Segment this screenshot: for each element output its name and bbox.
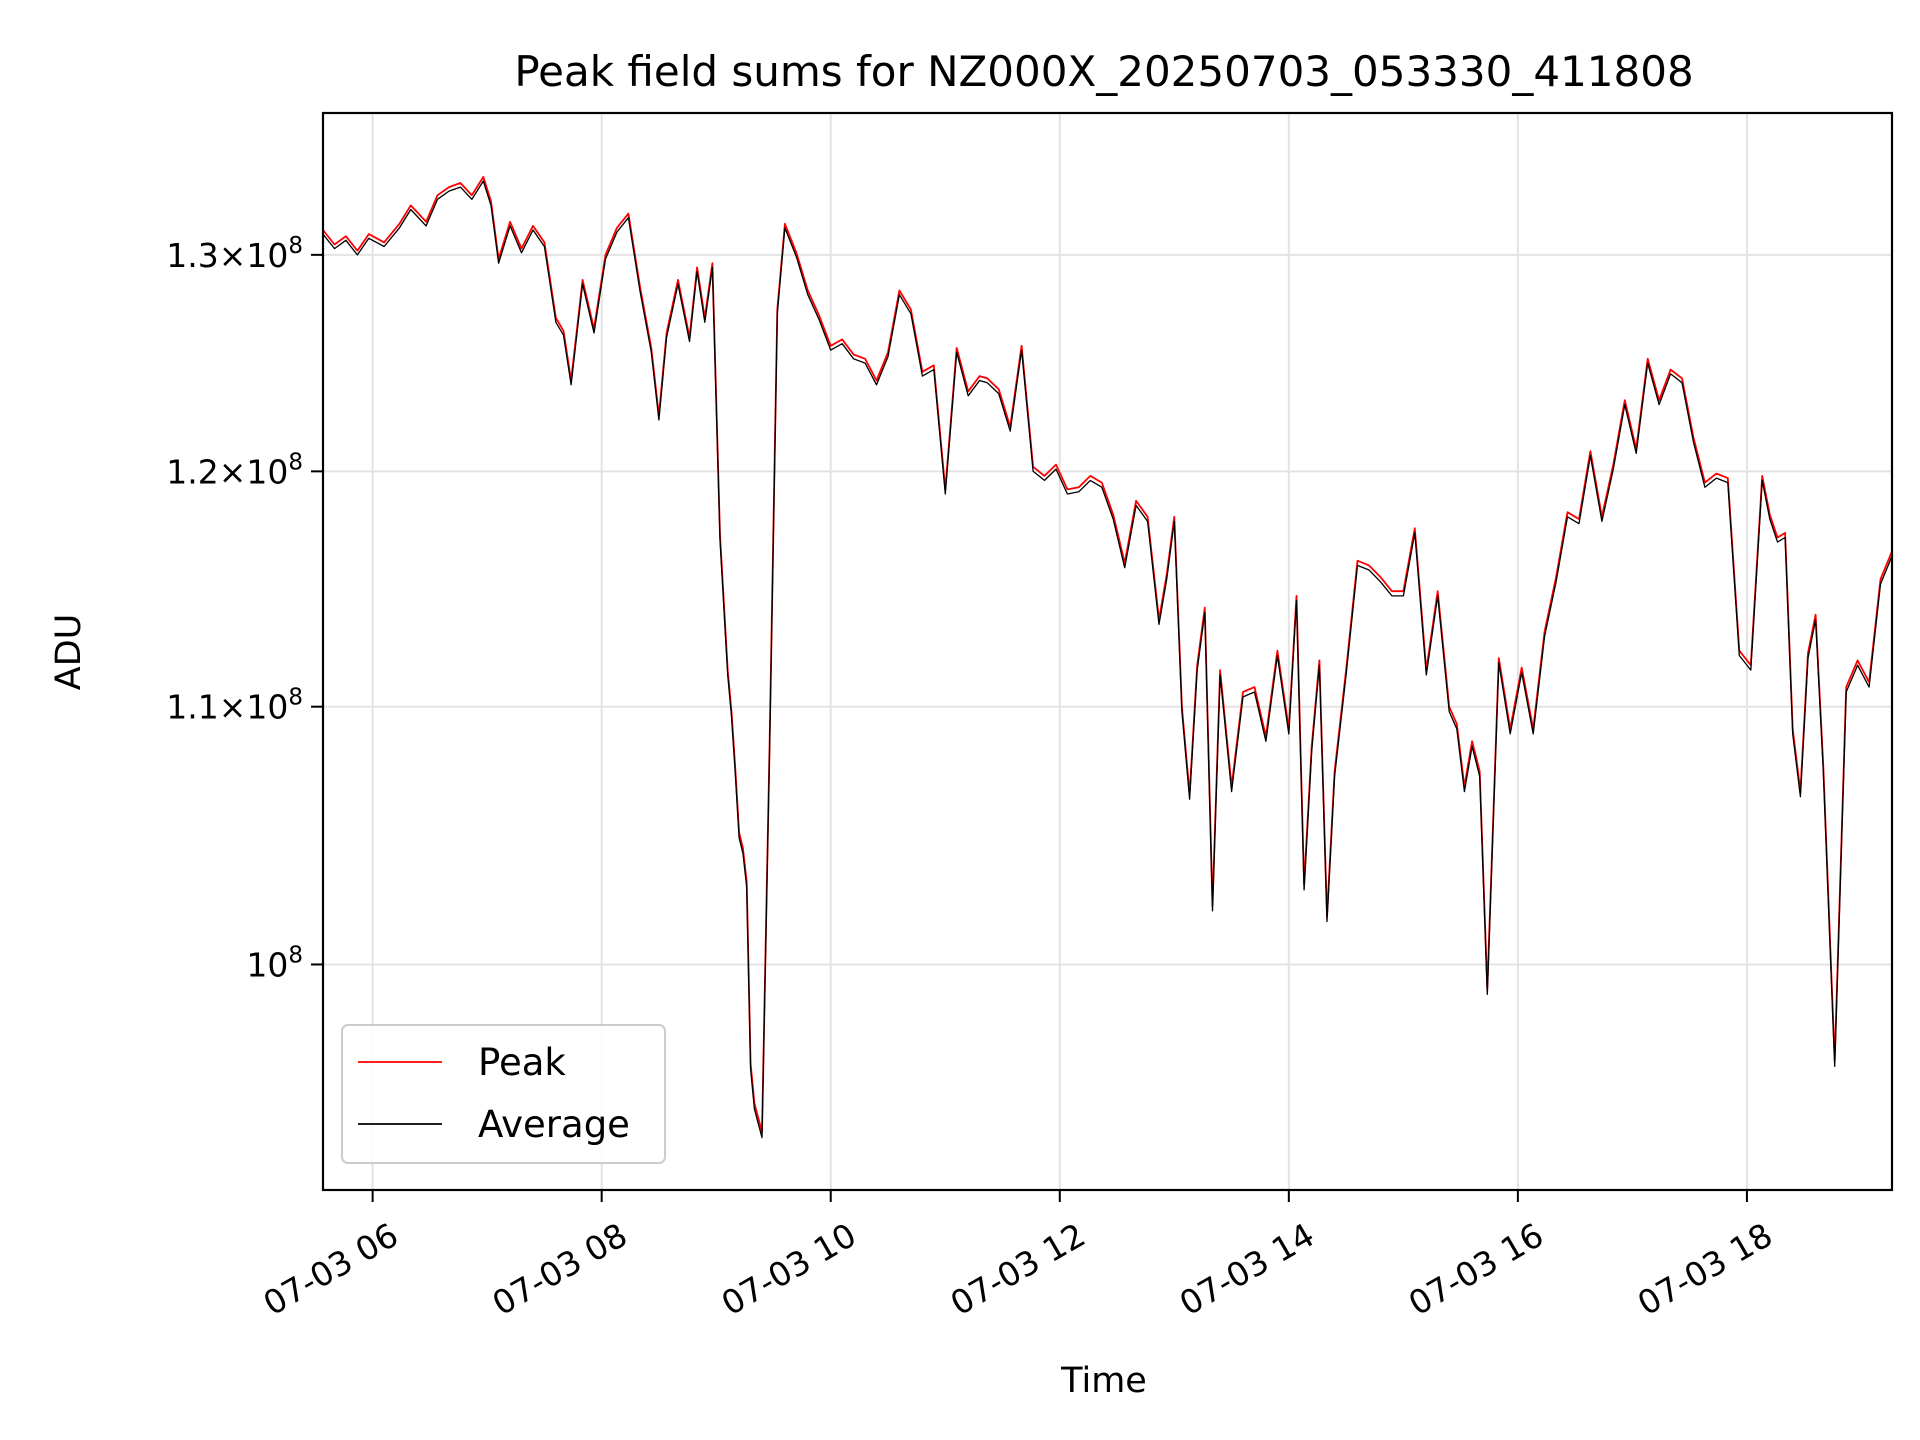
legend-label-average: Average (478, 1103, 630, 1146)
grid-lines (323, 113, 1892, 1190)
x-tick-label: 07-03 14 (1173, 1215, 1321, 1323)
x-tick-label: 07-03 12 (944, 1215, 1092, 1323)
series-line-average (322, 180, 1893, 1139)
x-tick-label: 07-03 06 (257, 1215, 405, 1323)
legend-label-peak: Peak (478, 1041, 566, 1084)
x-axis-title: Time (1060, 1361, 1147, 1401)
y-tick-label: 108 (246, 942, 303, 984)
y-tick-label: 1.2×108 (166, 449, 303, 491)
chart-title: Peak field sums for NZ000X_20250703_0533… (514, 47, 1693, 96)
x-tick-label: 07-03 10 (715, 1215, 863, 1323)
series-line-peak (322, 175, 1893, 1133)
legend: Peak Average (341, 1024, 666, 1164)
plot-area-frame (321, 111, 1894, 1192)
y-tick-label: 1.1×108 (166, 685, 303, 727)
x-axis-ticks: 07-03 06 07-03 08 07-03 10 07-03 12 07-03 14… (257, 1190, 1779, 1323)
x-tick-label: 07-03 08 (486, 1215, 634, 1323)
x-tick-label: 07-03 16 (1402, 1215, 1550, 1323)
y-axis-ticks: 108 1.1×108 1.2×108 1.3×108 (166, 233, 323, 984)
y-axis-title: ADU (49, 614, 89, 691)
series-lines (322, 175, 1893, 1139)
x-tick-label: 07-03 18 (1631, 1215, 1779, 1323)
legend-box (341, 1024, 666, 1164)
y-tick-label: 1.3×108 (166, 233, 303, 275)
